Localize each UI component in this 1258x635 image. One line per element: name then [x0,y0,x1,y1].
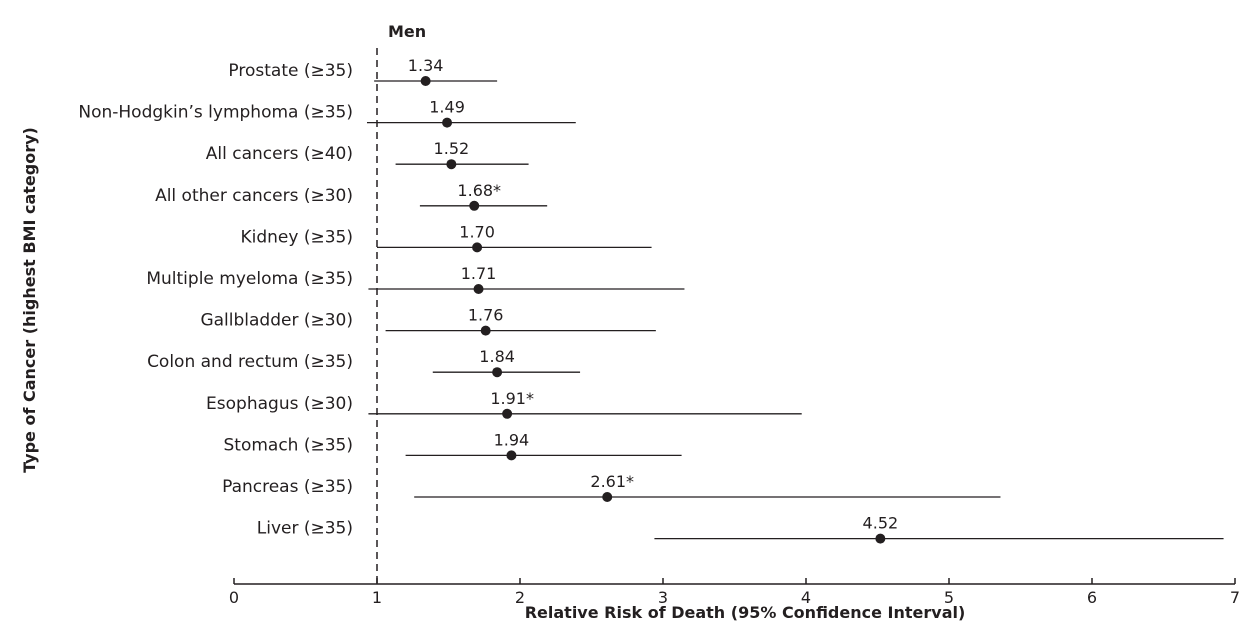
chart-title: Men [388,22,426,41]
point-estimate-marker [472,242,483,253]
x-tick-label: 1 [372,588,382,607]
value-label: 1.34 [408,56,444,75]
x-tick-label: 0 [229,588,239,607]
category-label: Gallbladder (≥30) [200,311,353,331]
point-estimate-marker [480,325,491,336]
value-label: 1.70 [459,222,495,241]
category-label: Colon and rectum (≥35) [147,352,353,372]
category-label: Prostate (≥35) [228,61,353,81]
data-row: All other cancers (≥30) 1.68* [155,181,548,211]
y-axis-title: Type of Cancer (highest BMI category) [20,127,39,473]
x-tick-label: 4 [801,588,811,607]
point-estimate-marker [502,408,513,419]
point-estimate-marker [602,492,613,502]
value-label: 1.71 [461,264,497,283]
x-axis-title: Relative Risk of Death (95% Confidence I… [525,603,966,622]
x-axis-ticks: 0 1 2 3 4 5 6 7 [229,578,1240,607]
category-label: Esophagus (≥30) [206,394,353,414]
point-estimate-marker [442,117,453,128]
x-tick-label: 3 [658,588,668,607]
category-label: Stomach (≥35) [223,435,353,455]
point-estimate-marker [469,200,480,211]
category-label: Pancreas (≥35) [222,477,353,497]
x-tick-label: 7 [1230,588,1240,607]
point-estimate-marker [506,450,517,461]
category-label: Kidney (≥35) [240,227,353,247]
point-estimate-marker [446,159,457,170]
category-label: Non-Hodgkin’s lymphoma (≥35) [78,103,353,123]
data-row: Stomach (≥35) 1.94 [223,430,682,461]
category-label: Multiple myeloma (≥35) [146,269,353,289]
value-label: 1.49 [429,98,465,117]
point-estimate-marker [875,533,886,544]
data-row: Liver (≥35) 4.52 [257,514,1224,544]
data-row: All cancers (≥40) 1.52 [206,139,529,170]
data-row: Gallbladder (≥30) 1.76 [200,306,656,336]
point-estimate-marker [492,367,503,378]
value-label: 1.52 [434,139,470,158]
value-label: 1.94 [494,430,530,449]
x-tick-label: 2 [515,588,525,607]
data-row: Kidney (≥35) 1.70 [240,222,652,253]
x-tick-label: 5 [944,588,954,607]
data-row: Prostate (≥35) 1.34 [228,56,498,86]
data-row: Multiple myeloma (≥35) 1.71 [146,264,685,294]
data-row: Non-Hodgkin’s lymphoma (≥35) 1.49 [78,98,576,128]
category-label: All cancers (≥40) [206,144,353,164]
data-row: Pancreas (≥35) 2.61* [222,472,1001,502]
data-row: Colon and rectum (≥35) 1.84 [147,347,581,378]
category-label: All other cancers (≥30) [155,186,353,206]
value-label: 4.52 [863,514,899,533]
point-estimate-marker [420,76,431,86]
x-tick-label: 6 [1087,588,1097,607]
data-row: Esophagus (≥30) 1.91* [206,389,802,419]
category-label: Liver (≥35) [257,519,353,539]
point-estimate-marker [473,284,484,294]
value-label: 1.84 [479,347,515,366]
value-label: 2.61* [590,472,634,491]
data-rows: Prostate (≥35) 1.34 Non-Hodgkin’s lymphoma… [78,56,1224,544]
value-label: 1.68* [457,181,501,200]
value-label: 1.91* [490,389,534,408]
value-label: 1.76 [468,306,504,325]
